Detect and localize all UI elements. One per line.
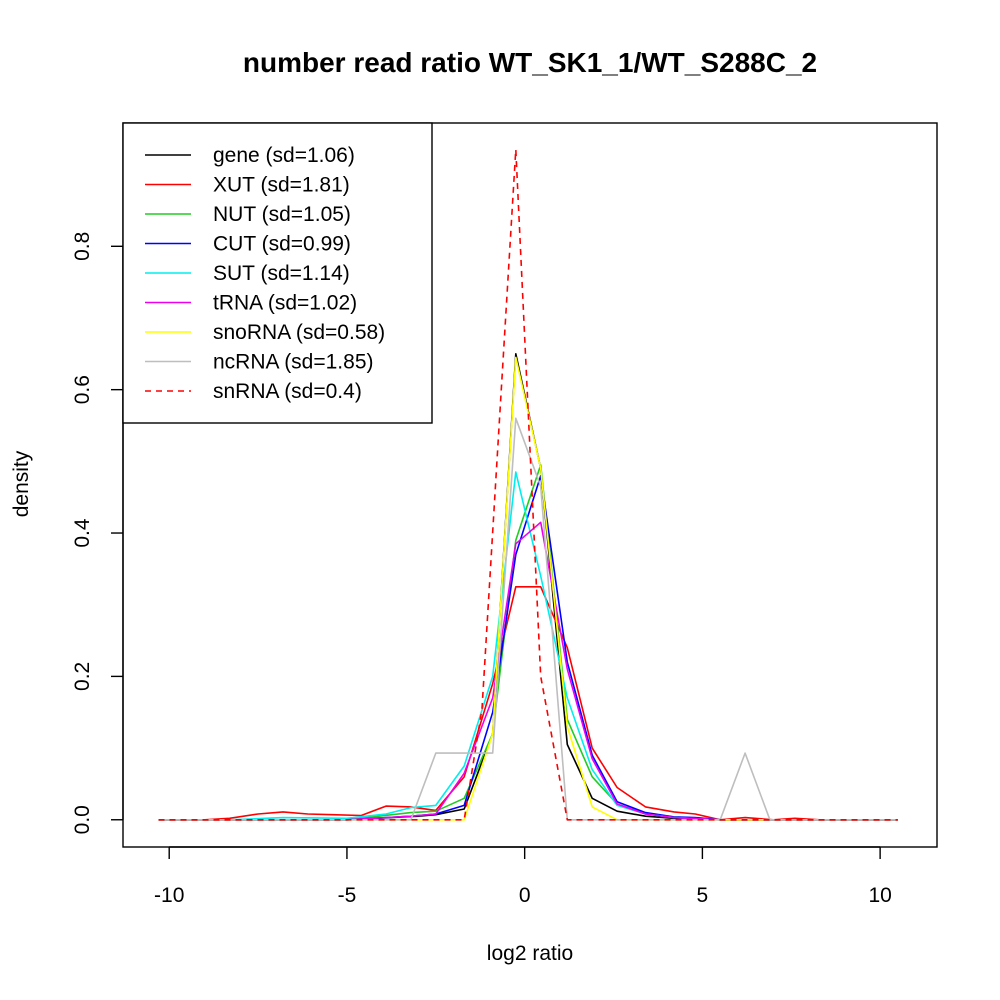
legend-label-2: NUT (sd=1.05) <box>213 203 351 226</box>
chart-title: number read ratio WT_SK1_1/WT_S288C_2 <box>243 47 817 78</box>
x-tick-label: -10 <box>154 884 184 907</box>
x-axis-label: log2 ratio <box>487 942 573 965</box>
legend-label-3: CUT (sd=0.99) <box>213 233 351 256</box>
series-line-5 <box>158 521 898 821</box>
x-tick-label: 5 <box>697 884 709 907</box>
legend-label-0: gene (sd=1.06) <box>213 144 355 167</box>
legend-label-8: snRNA (sd=0.4) <box>213 380 362 403</box>
y-tick-label: 0.4 <box>71 518 94 548</box>
legend-label-5: tRNA (sd=1.02) <box>213 292 357 315</box>
legend-label-4: SUT (sd=1.14) <box>213 262 350 285</box>
x-tick-label: -5 <box>338 884 357 907</box>
legend: gene (sd=1.06) XUT (sd=1.81) NUT (sd=1.05)… <box>122 122 433 424</box>
x-tick-label: 10 <box>868 884 891 907</box>
y-tick-label: 0.6 <box>71 375 94 404</box>
y-tick-label: 0.8 <box>71 232 94 261</box>
legend-label-6: snoRNA (sd=0.58) <box>213 321 385 344</box>
x-axis: -10 -5 0 5 10 <box>154 846 892 907</box>
series-layer <box>158 148 898 821</box>
x-tick-label: 0 <box>519 884 531 907</box>
legend-label-7: ncRNA (sd=1.85) <box>213 351 374 374</box>
legend-label-1: XUT (sd=1.81) <box>213 174 350 197</box>
series-line-1 <box>158 585 898 821</box>
y-axis: 0.0 0.2 0.4 0.6 0.8 <box>71 232 124 834</box>
series-line-8 <box>158 148 898 821</box>
y-tick-label: 0.2 <box>71 662 94 691</box>
y-tick-label: 0.0 <box>71 805 94 834</box>
y-axis-label: density <box>10 450 33 517</box>
